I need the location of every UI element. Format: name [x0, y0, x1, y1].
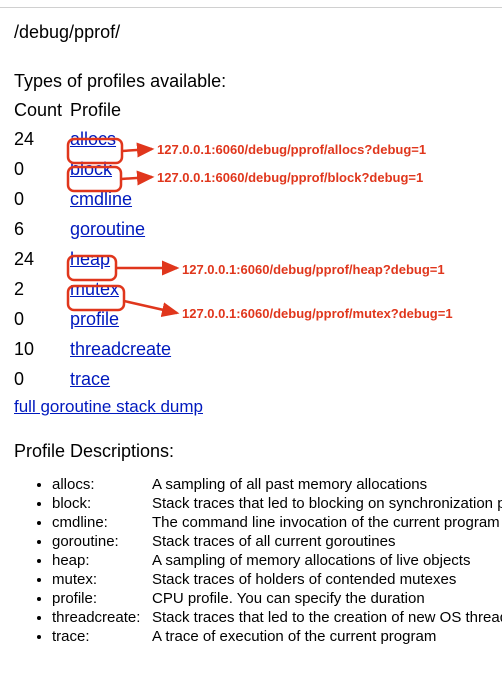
description-name: profile:	[52, 590, 152, 607]
count-cell: 0	[14, 367, 70, 391]
description-item: cmdline:The command line invocation of t…	[52, 514, 488, 531]
profile-link-threadcreate[interactable]: threadcreate	[70, 339, 171, 359]
profile-link-block[interactable]: block	[70, 159, 112, 179]
description-text: A sampling of memory allocations of live…	[152, 552, 470, 569]
description-text: Stack traces that led to blocking on syn…	[152, 495, 502, 512]
count-cell: 6	[14, 217, 70, 241]
profile-link-cmdline[interactable]: cmdline	[70, 189, 132, 209]
annotation-label: 127.0.0.1:6060/debug/pprof/block?debug=1	[157, 170, 423, 185]
count-cell: 0	[14, 157, 70, 181]
profile-cell: threadcreate	[70, 337, 488, 361]
count-cell: 24	[14, 127, 70, 151]
description-item: allocs:A sampling of all past memory all…	[52, 476, 488, 493]
page-path: /debug/pprof/	[14, 22, 488, 43]
descriptions-list: allocs:A sampling of all past memory all…	[14, 476, 488, 645]
table-row: 0trace	[14, 367, 488, 391]
profile-link-allocs[interactable]: allocs	[70, 129, 116, 149]
col-count-header: Count	[14, 100, 70, 121]
description-name: allocs:	[52, 476, 152, 493]
table-header: Count Profile	[14, 100, 488, 121]
profile-link-profile[interactable]: profile	[70, 309, 119, 329]
description-item: profile:CPU profile. You can specify the…	[52, 590, 488, 607]
profile-cell: cmdline	[70, 187, 488, 211]
description-name: mutex:	[52, 571, 152, 588]
full-dump-link[interactable]: full goroutine stack dump	[14, 397, 203, 416]
description-text: Stack traces that led to the creation of…	[152, 609, 502, 626]
description-text: The command line invocation of the curre…	[152, 514, 500, 531]
top-divider	[0, 0, 502, 8]
description-name: cmdline:	[52, 514, 152, 531]
profile-link-trace[interactable]: trace	[70, 369, 110, 389]
description-item: goroutine:Stack traces of all current go…	[52, 533, 488, 550]
description-text: Stack traces of all current goroutines	[152, 533, 395, 550]
table-row: 10threadcreate	[14, 337, 488, 361]
profile-link-heap[interactable]: heap	[70, 249, 110, 269]
description-text: A sampling of all past memory allocation…	[152, 476, 427, 493]
count-cell: 0	[14, 307, 70, 331]
description-item: block:Stack traces that led to blocking …	[52, 495, 488, 512]
table-row: 2mutex	[14, 277, 488, 301]
profile-link-goroutine[interactable]: goroutine	[70, 219, 145, 239]
description-name: threadcreate:	[52, 609, 152, 626]
description-text: A trace of execution of the current prog…	[152, 628, 436, 645]
description-name: goroutine:	[52, 533, 152, 550]
description-item: heap:A sampling of memory allocations of…	[52, 552, 488, 569]
table-row: 0cmdline	[14, 187, 488, 211]
count-cell: 2	[14, 277, 70, 301]
annotation-label: 127.0.0.1:6060/debug/pprof/heap?debug=1	[182, 262, 445, 277]
description-name: heap:	[52, 552, 152, 569]
description-text: CPU profile. You can specify the duratio…	[152, 590, 425, 607]
profile-link-mutex[interactable]: mutex	[70, 279, 119, 299]
annotation-label: 127.0.0.1:6060/debug/pprof/allocs?debug=…	[157, 142, 426, 157]
profile-cell: trace	[70, 367, 488, 391]
col-profile-header: Profile	[70, 100, 488, 121]
description-item: threadcreate:Stack traces that led to th…	[52, 609, 488, 626]
description-item: mutex:Stack traces of holders of contend…	[52, 571, 488, 588]
table-row: 6goroutine	[14, 217, 488, 241]
types-heading: Types of profiles available:	[14, 71, 488, 92]
count-cell: 24	[14, 247, 70, 271]
description-item: trace:A trace of execution of the curren…	[52, 628, 488, 645]
description-name: trace:	[52, 628, 152, 645]
annotation-label: 127.0.0.1:6060/debug/pprof/mutex?debug=1	[182, 306, 453, 321]
count-cell: 0	[14, 187, 70, 211]
description-text: Stack traces of holders of contended mut…	[152, 571, 456, 588]
description-name: block:	[52, 495, 152, 512]
profile-cell: mutex	[70, 277, 488, 301]
profile-cell: goroutine	[70, 217, 488, 241]
full-dump-link-wrap: full goroutine stack dump	[8, 397, 488, 417]
count-cell: 10	[14, 337, 70, 361]
descriptions-heading: Profile Descriptions:	[14, 441, 488, 462]
